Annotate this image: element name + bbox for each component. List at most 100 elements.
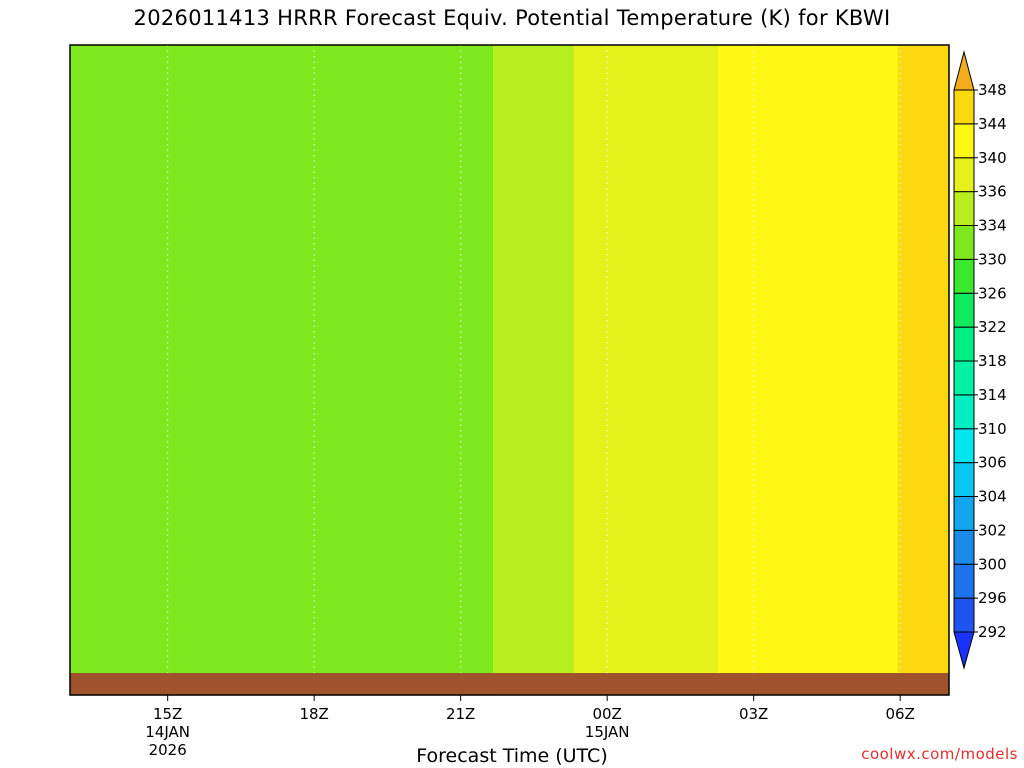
field-cell bbox=[79, 381, 89, 389]
field-cell bbox=[520, 332, 530, 340]
field-cell bbox=[538, 577, 548, 585]
field-cell bbox=[385, 388, 395, 396]
field-cell bbox=[412, 318, 422, 326]
field-cell bbox=[529, 556, 539, 564]
field-cell bbox=[367, 514, 377, 522]
field-cell bbox=[286, 570, 296, 578]
field-cell bbox=[385, 437, 395, 445]
field-cell bbox=[313, 52, 323, 60]
field-cell bbox=[223, 178, 233, 186]
field-cell bbox=[457, 73, 467, 81]
field-cell bbox=[385, 255, 395, 263]
field-cell bbox=[151, 94, 161, 102]
field-cell bbox=[322, 465, 332, 473]
field-cell bbox=[277, 612, 287, 620]
field-cell bbox=[412, 101, 422, 109]
field-cell bbox=[349, 514, 359, 522]
field-cell bbox=[286, 101, 296, 109]
field-cell bbox=[277, 367, 287, 375]
field-cell bbox=[151, 318, 161, 326]
field-cell bbox=[286, 409, 296, 417]
field-cell bbox=[106, 360, 116, 368]
field-cell bbox=[511, 591, 521, 599]
field-cell bbox=[79, 269, 89, 277]
field-cell bbox=[313, 241, 323, 249]
field-cell bbox=[376, 521, 386, 529]
field-cell bbox=[151, 584, 161, 592]
field-cell bbox=[349, 171, 359, 179]
field-cell bbox=[322, 661, 332, 669]
field-cell bbox=[367, 591, 377, 599]
field-cell bbox=[376, 52, 386, 60]
field-cell bbox=[250, 297, 260, 305]
field-cell bbox=[169, 640, 179, 648]
field-cell bbox=[421, 143, 431, 151]
field-cell bbox=[142, 220, 152, 228]
field-cell bbox=[295, 402, 305, 410]
field-cell bbox=[277, 248, 287, 256]
field-cell bbox=[394, 129, 404, 137]
field-cell bbox=[466, 122, 476, 130]
field-cell bbox=[97, 598, 107, 606]
field-cell bbox=[88, 654, 98, 662]
field-cell bbox=[133, 318, 143, 326]
field-cell bbox=[277, 108, 287, 116]
field-cell bbox=[358, 633, 368, 641]
field-cell bbox=[538, 87, 548, 95]
field-cell bbox=[205, 290, 215, 298]
field-cell bbox=[196, 514, 206, 522]
field-cell bbox=[358, 234, 368, 242]
field-cell bbox=[142, 276, 152, 284]
field-cell bbox=[214, 332, 224, 340]
field-cell bbox=[529, 458, 539, 466]
field-cell bbox=[394, 451, 404, 459]
field-cell bbox=[313, 227, 323, 235]
field-cell bbox=[394, 500, 404, 508]
field-cell bbox=[88, 87, 98, 95]
field-cell bbox=[115, 423, 125, 431]
field-cell bbox=[187, 353, 197, 361]
field-cell bbox=[457, 206, 467, 214]
field-cell bbox=[502, 465, 512, 473]
field-cell bbox=[286, 472, 296, 480]
field-cell bbox=[448, 339, 458, 347]
field-cell bbox=[313, 94, 323, 102]
field-cell bbox=[133, 486, 143, 494]
field-cell bbox=[547, 269, 557, 277]
field-cell bbox=[502, 360, 512, 368]
field-cell bbox=[340, 178, 350, 186]
field-cell bbox=[511, 465, 521, 473]
field-cell bbox=[412, 304, 422, 312]
field-cell bbox=[313, 640, 323, 648]
field-cell bbox=[268, 493, 278, 501]
field-cell bbox=[187, 549, 197, 557]
field-cell bbox=[79, 66, 89, 74]
field-cell bbox=[106, 234, 116, 242]
field-cell bbox=[349, 633, 359, 641]
field-cell bbox=[520, 283, 530, 291]
field-cell bbox=[322, 395, 332, 403]
field-cell bbox=[115, 213, 125, 221]
field-cell bbox=[97, 115, 107, 123]
field-cell bbox=[124, 549, 134, 557]
field-cell bbox=[196, 570, 206, 578]
field-cell bbox=[520, 241, 530, 249]
field-cell bbox=[457, 45, 467, 53]
field-cell bbox=[385, 80, 395, 88]
field-cell bbox=[232, 633, 242, 641]
field-cell bbox=[430, 73, 440, 81]
field-cell bbox=[475, 115, 485, 123]
field-cell bbox=[421, 374, 431, 382]
field-cell bbox=[376, 136, 386, 144]
field-cell bbox=[106, 262, 116, 270]
field-cell bbox=[160, 542, 170, 550]
field-cell bbox=[277, 388, 287, 396]
field-cell bbox=[286, 94, 296, 102]
field-cell bbox=[493, 136, 503, 144]
field-cell bbox=[88, 248, 98, 256]
field-cell bbox=[241, 577, 251, 585]
field-cell bbox=[412, 570, 422, 578]
field-cell bbox=[466, 570, 476, 578]
field-cell bbox=[250, 353, 260, 361]
field-cell bbox=[79, 486, 89, 494]
